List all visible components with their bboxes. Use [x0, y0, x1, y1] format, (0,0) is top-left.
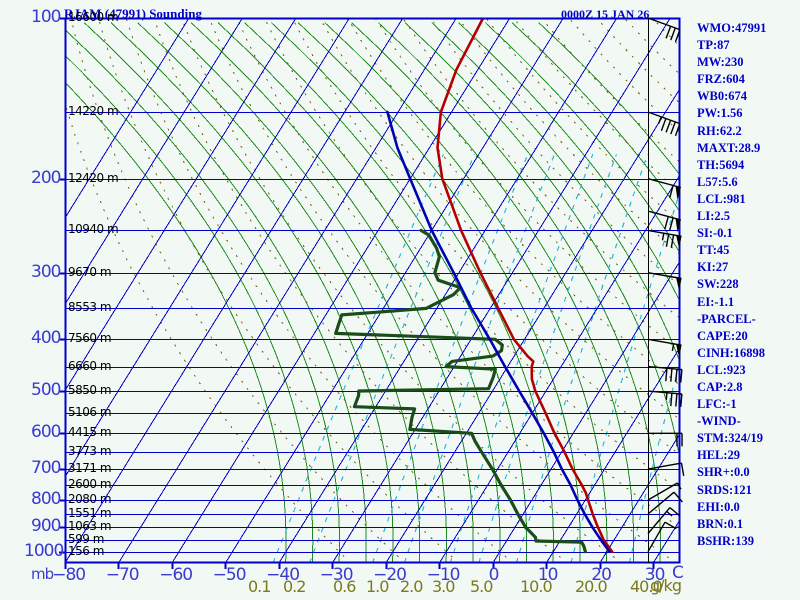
mixing-ratio-tick-6: 5.0 [470, 577, 493, 596]
temperature-tick--20: −20 [373, 565, 407, 585]
height-label-9: 5106 m [68, 405, 112, 420]
parameter-item-16: EI:-1.1 [697, 294, 735, 309]
pressure-tick-1000: 1000 [24, 540, 64, 561]
temperature-tick--60: −60 [159, 565, 193, 585]
height-label-18: 156 m [68, 543, 104, 558]
height-label-15: 1551 m [68, 506, 112, 521]
height-label-10: 4415 m [68, 425, 112, 440]
mixing-ratio-tick-7: 10.0 [520, 577, 553, 596]
height-label-14: 2080 m [68, 491, 112, 506]
parameter-item-25: HEL:29 [697, 448, 741, 463]
pressure-tick-900: 900 [31, 516, 61, 537]
parameter-item-22: LFC:-1 [697, 397, 737, 412]
temperature-tick--80: −80 [52, 565, 86, 585]
mixing-ratio-tick-1: 0.2 [283, 577, 306, 596]
height-label-11: 3773 m [68, 443, 112, 458]
page-title: RJAM (47991) Sounding [64, 6, 202, 21]
parameter-item-28: EHI:0.0 [697, 499, 740, 514]
parameter-item-21: CAP:2.8 [697, 379, 743, 394]
temperature-unit-label: C [672, 563, 684, 583]
height-label-13: 2600 m [68, 477, 112, 491]
pressure-tick-800: 800 [31, 488, 61, 509]
pressure-tick-600: 600 [31, 422, 61, 443]
parameter-item-8: TH:5694 [697, 157, 745, 172]
timestamp-label: 0000Z 15 JAN 26 [561, 7, 650, 21]
parameter-item-30: BSHR:139 [697, 533, 754, 548]
height-label-5: 8553 m [68, 300, 112, 315]
parameter-item-14: KI:27 [697, 260, 729, 275]
height-label-4: 9670 m [68, 264, 112, 279]
parameter-item-1: TP:87 [697, 38, 730, 53]
mixing-ratio-tick-3: 1.0 [366, 577, 389, 596]
parameter-item-23: -WIND- [697, 414, 741, 429]
pressure-tick-200: 200 [31, 167, 61, 188]
temperature-tick-20: 20 [591, 565, 612, 585]
height-label-2: 12420 m [68, 170, 119, 185]
temperature-tick--10: −10 [426, 565, 461, 585]
temperature-tick--30: −30 [319, 565, 354, 585]
height-label-3: 10940 m [68, 222, 119, 237]
pressure-tick-700: 700 [31, 458, 61, 479]
mixing-ratio-tick-5: 3.0 [432, 577, 455, 596]
temperature-tick-0: 0 [488, 565, 500, 585]
mixing-ratio-unit-label: g/kg [650, 576, 682, 595]
parameter-item-24: STM:324/19 [697, 431, 763, 446]
parameter-item-11: LI:2.5 [697, 209, 730, 224]
parameter-item-6: RH:62.2 [697, 123, 742, 138]
parameter-item-12: SI:-0.1 [697, 226, 733, 241]
temperature-tick--40: −40 [266, 565, 300, 585]
parameter-item-5: PW:1.56 [697, 106, 743, 121]
mixing-ratio-tick-8: 20.0 [575, 577, 608, 596]
pressure-unit-label: mb [31, 565, 54, 583]
parameter-item-4: WB0:674 [697, 89, 747, 104]
parameter-panel: WMO:47991 TP:87 MW:230 FRZ:604 WB0:674 PW:1.5… [697, 20, 800, 550]
height-label-8: 5850 m [68, 383, 112, 398]
mixing-ratio-tick-4: 2.0 [400, 577, 423, 596]
mixing-ratio-tick-2: 0.6 [333, 577, 356, 596]
pressure-tick-500: 500 [31, 380, 61, 401]
parameter-item-20: LCL:923 [697, 362, 746, 377]
temperature-tick--70: −70 [105, 565, 140, 585]
pressure-tick-400: 400 [31, 328, 61, 349]
parameter-item-18: CAPE:20 [697, 328, 748, 343]
mixing-ratio-tick-9: 40.0 [630, 577, 663, 596]
height-label-1: 14220 m [68, 103, 119, 118]
temperature-tick-30: 30 [644, 565, 666, 585]
temperature-tick--50: −50 [212, 565, 247, 585]
parameter-item-15: SW:228 [697, 277, 739, 292]
parameter-item-27: SRDS:121 [697, 482, 752, 497]
parameter-item-13: TT:45 [697, 243, 730, 258]
pressure-tick-300: 300 [31, 261, 61, 282]
temperature-tick-10: 10 [537, 565, 559, 585]
height-label-0: 16600 m [68, 10, 119, 24]
parameter-item-9: L57:5.6 [697, 174, 738, 189]
height-label-7: 6660 m [68, 358, 112, 373]
parameter-item-29: BRN:0.1 [697, 516, 744, 531]
height-label-16: 1063 m [68, 519, 112, 534]
parameter-item-10: LCL:981 [697, 191, 746, 206]
height-label-17: 599 m [68, 531, 104, 546]
parameter-item-26: SHR+:0.0 [697, 465, 750, 480]
parameter-item-3: FRZ:604 [697, 72, 745, 87]
height-label-6: 7560 m [68, 331, 112, 346]
parameter-item-2: MW:230 [697, 55, 744, 70]
mixing-ratio-tick-0: 0.1 [248, 577, 271, 596]
parameter-item-0: WMO:47991 [697, 21, 767, 35]
height-label-12: 3171 m [68, 461, 112, 476]
parameter-item-17: -PARCEL- [697, 311, 756, 326]
parameter-item-19: CINH:16898 [697, 345, 766, 360]
pressure-tick-100: 100 [31, 7, 61, 27]
parameter-item-7: MAXT:28.9 [697, 140, 761, 155]
